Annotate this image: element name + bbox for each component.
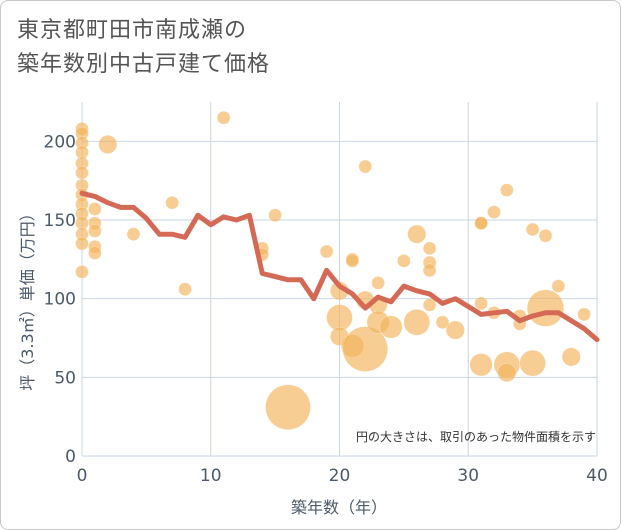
bubbles (75, 110, 591, 430)
bubble-point (469, 353, 493, 377)
bubble-point (397, 254, 411, 268)
bubble-point (88, 246, 102, 260)
bubble-point (319, 244, 334, 259)
bubble-point (75, 236, 89, 251)
bubble-point (345, 254, 360, 268)
bubble-point (88, 202, 102, 216)
bubble-point (407, 224, 427, 244)
y-tick-label: 150 (44, 211, 76, 231)
x-tick-label: 0 (77, 466, 88, 486)
bubble-point (538, 228, 553, 243)
y-tick-label: 200 (44, 132, 76, 152)
trend-line (79, 190, 600, 343)
y-tick-label: 0 (65, 447, 76, 467)
bubble-point (526, 289, 565, 327)
bubble-point (178, 282, 192, 296)
bubble-point (525, 222, 540, 237)
bubble-point (265, 384, 311, 430)
bubble-point (422, 241, 437, 256)
x-tick-label: 10 (200, 466, 222, 486)
bubble-point (474, 216, 488, 230)
bubble-point (126, 227, 141, 241)
chart-title: 東京都町田市南成瀬の 築年数別中古戸建て価格 (17, 18, 271, 77)
bubble-point (379, 315, 403, 339)
bubble-point (497, 363, 517, 383)
bubble-point (474, 296, 488, 311)
x-axis-label: 築年数（年） (291, 498, 387, 517)
x-tick-label: 40 (586, 466, 608, 486)
bubble-point (326, 304, 353, 331)
bubble-point (577, 307, 591, 322)
bubble-point (551, 279, 566, 293)
y-tick-label: 50 (54, 368, 76, 388)
bubble-point (519, 349, 546, 377)
bubble-point (422, 298, 437, 312)
bubble-point (88, 224, 102, 238)
bubble-point (487, 205, 501, 219)
bubble-point (75, 166, 89, 180)
y-tick-label: 100 (44, 290, 76, 310)
bubble-point (98, 135, 118, 154)
y-ticks: 0 50 100 150 200 (44, 132, 76, 467)
x-tick-label: 30 (457, 466, 479, 486)
x-ticks: 0 10 20 30 40 (77, 466, 608, 486)
y-axis-label: 坪（3.3㎡）単価（万円） (18, 205, 37, 390)
bubble-point (342, 326, 389, 372)
bubble-point (216, 110, 231, 125)
bubble-point (75, 265, 89, 279)
size-note: 円の大きさは、取引のあった物件面積を示す (356, 429, 596, 444)
bubble-point (561, 347, 581, 367)
bubble-point (445, 320, 465, 340)
grid (81, 102, 598, 457)
bubble-point (358, 159, 372, 174)
bubble-point (268, 208, 282, 223)
x-tick-label: 20 (329, 466, 351, 486)
bubble-point (422, 263, 437, 278)
bubble-point (500, 183, 514, 197)
bubble-point (435, 315, 450, 330)
bubble-point (371, 276, 385, 290)
bubble-point (165, 195, 179, 210)
bubble-point (403, 309, 430, 336)
